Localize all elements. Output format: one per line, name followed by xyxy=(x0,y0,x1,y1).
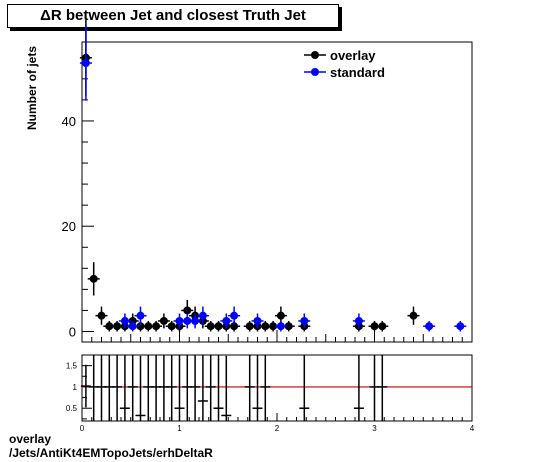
y-tick-label: 40 xyxy=(62,114,76,129)
ratio-x-tick-label: 3 xyxy=(372,424,377,433)
chart-title: ΔR between Jet and closest Truth Jet xyxy=(7,4,339,28)
overlay-point xyxy=(409,311,418,320)
overlay-point xyxy=(97,311,106,320)
overlay-point xyxy=(152,322,161,331)
ratio-x-tick-label: 0 xyxy=(80,424,85,433)
ratio-x-tick-label: 1 xyxy=(177,424,182,433)
standard-point xyxy=(175,316,184,325)
legend-marker-standard xyxy=(311,68,319,76)
overlay-point xyxy=(144,322,153,331)
overlay-point xyxy=(167,322,176,331)
overlay-point xyxy=(159,316,168,325)
y-tick-label: 20 xyxy=(62,219,76,234)
overlay-point xyxy=(214,322,223,331)
standard-point xyxy=(230,311,239,320)
ratio-x-tick-label: 4 xyxy=(470,424,475,433)
standard-point xyxy=(222,316,231,325)
standard-point xyxy=(136,311,145,320)
standard-point xyxy=(253,316,262,325)
overlay-point xyxy=(284,322,293,331)
legend-marker-overlay xyxy=(311,51,319,59)
overlay-point xyxy=(183,306,192,315)
overlay-point xyxy=(136,322,145,331)
overlay-point xyxy=(269,322,278,331)
standard-point xyxy=(183,316,192,325)
standard-point xyxy=(128,322,137,331)
legend-label-overlay: overlay xyxy=(330,48,376,63)
standard-point xyxy=(456,322,465,331)
overlay-point xyxy=(245,322,254,331)
ratio-x-tick-label: 2 xyxy=(275,424,280,433)
standard-point xyxy=(191,316,200,325)
overlay-point xyxy=(276,311,285,320)
overlay-point xyxy=(206,322,215,331)
overlay-point xyxy=(370,322,379,331)
main-plot-frame xyxy=(81,41,473,343)
ratio-plot: 0.5 1 1.5 0 1 2 3 4 xyxy=(66,354,475,433)
legend-label-standard: standard xyxy=(330,65,385,80)
standard-point xyxy=(120,316,129,325)
standard-point xyxy=(425,322,434,331)
ratio-y-tick-label: 1.5 xyxy=(66,362,78,371)
y-tick-label: 0 xyxy=(69,324,76,339)
overlay-point xyxy=(105,322,114,331)
overlay-point xyxy=(89,274,98,283)
overlay-point xyxy=(261,322,270,331)
ratio-y-tick-label: 1 xyxy=(73,383,78,392)
overlay-point xyxy=(113,322,122,331)
standard-point xyxy=(300,316,309,325)
caption-path: /Jets/AntiKt4EMTopoJets/erhDeltaR xyxy=(9,446,213,460)
standard-point xyxy=(198,311,207,320)
standard-point xyxy=(81,59,90,68)
y-axis-label: Number of jets xyxy=(25,46,39,130)
standard-point xyxy=(276,322,285,331)
main-plot: 0 20 40 Number of jets overlay standard xyxy=(25,19,473,343)
overlay-point xyxy=(230,322,239,331)
caption-sample: overlay xyxy=(9,432,52,446)
standard-point xyxy=(354,316,363,325)
overlay-point xyxy=(378,322,387,331)
ratio-y-tick-label: 0.5 xyxy=(66,404,78,413)
